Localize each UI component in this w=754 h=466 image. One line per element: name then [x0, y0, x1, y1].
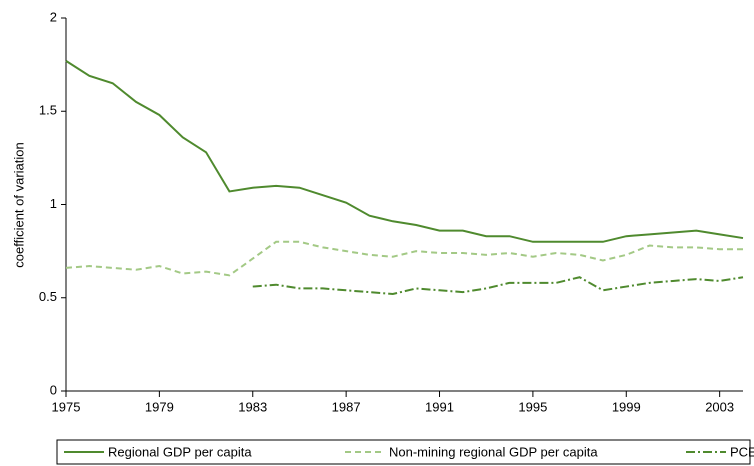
x-tick-label: 2003	[705, 399, 734, 414]
x-tick-label: 1987	[332, 399, 361, 414]
legend-box	[56, 439, 751, 465]
x-tick-label: 1991	[425, 399, 454, 414]
x-tick-label: 1979	[145, 399, 174, 414]
x-tick-label: 1983	[238, 399, 267, 414]
legend-label: PCE	[730, 444, 754, 459]
y-tick-label: 1	[50, 196, 57, 211]
legend-label: Regional GDP per capita	[108, 444, 252, 459]
y-axis-label: coefficient of variation	[11, 142, 26, 268]
line-series	[65, 240, 743, 277]
line-series	[252, 276, 744, 296]
x-tick-label: 1975	[52, 399, 81, 414]
legend-label: Non-mining regional GDP per capita	[389, 444, 598, 459]
line-series	[65, 60, 744, 243]
y-tick-label: 0.5	[39, 289, 57, 304]
x-tick-label: 1995	[518, 399, 547, 414]
y-tick-label: 2	[50, 9, 57, 24]
y-tick-label: 0	[50, 382, 57, 397]
y-tick-label: 1.5	[39, 103, 57, 118]
x-tick-label: 1999	[612, 399, 641, 414]
